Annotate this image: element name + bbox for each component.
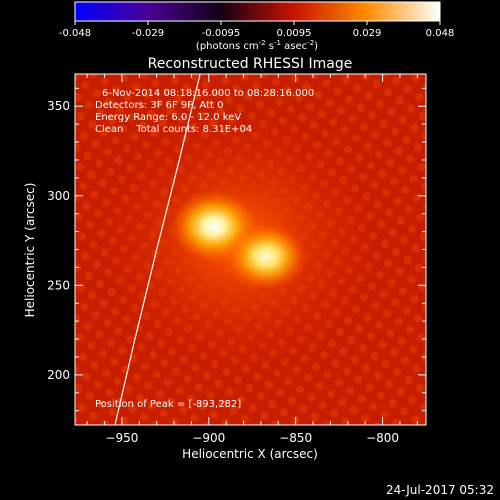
colorbar-tick-label: 0.048 [426,28,455,39]
solar-limb [114,74,201,425]
y-axis-ticks: 200 250 300 350 [47,87,426,412]
colorbar-tick-label: 0.0095 [277,28,312,39]
unit-exponent: -2 [259,39,266,47]
annotation-peak-position: Position of Peak = [-893,282] [95,399,241,410]
colorbar [74,1,441,22]
x-tick-label: −950 [105,431,138,445]
x-axis-label: Heliocentric X (arcsec) [182,447,318,461]
colorbar-tick-label: 0.029 [353,28,382,39]
y-tick-label: 300 [47,189,70,203]
heatmap-image [75,74,426,425]
colorbar-tick-label: -0.048 [59,28,91,39]
unit-exponent: -2 [307,39,314,47]
x-tick-label: −800 [366,431,399,445]
x-tick-label: −900 [192,431,225,445]
colorbar-tick-label: -0.0095 [202,28,241,39]
unit-exponent: -1 [274,39,281,47]
x-axis-ticks: −950 −900 −850 −800 [86,74,418,445]
colorbar-unit-label: (photons cm-2 s-1 asec-2) [196,39,318,52]
heatmap-sources [100,111,381,372]
colorbar-tick-label: -0.029 [132,28,164,39]
y-tick-label: 250 [47,278,70,292]
unit-part: ) [314,41,318,52]
unit-part: (photons cm [196,41,259,52]
annotation-time-range: 6-Nov-2014 08:18:16.000 to 08:28:16.000 [102,88,314,99]
chart-title: Reconstructed RHESSI Image [148,56,353,72]
annotation-detectors: Detectors: 3F 6F 9F, Att 0 [95,100,223,111]
unit-part: asec [281,41,307,52]
colorbar-tick-marks [74,21,441,25]
source-peak [225,222,308,291]
x-tick-label: −850 [279,431,312,445]
annotation-clean: Clean Total counts: 8.31E+04 [95,124,252,135]
y-axis-label: Heliocentric Y (arcsec) [23,183,37,318]
y-tick-label: 200 [47,368,70,382]
footer-timestamp: 24-Jul-2017 05:32 [386,483,494,497]
unit-part: s [266,41,274,52]
annotation-energy: Energy Range: 6.0 - 12.0 keV [95,112,241,123]
y-tick-label: 350 [47,99,70,113]
